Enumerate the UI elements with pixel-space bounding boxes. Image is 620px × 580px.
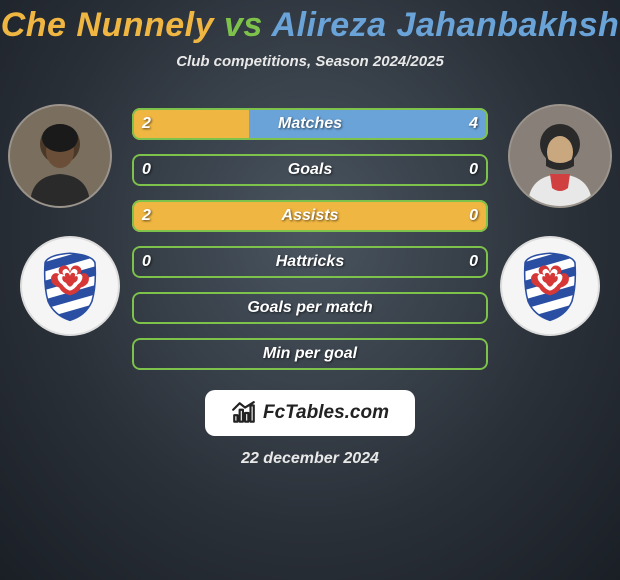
avatar-placeholder-icon — [10, 106, 110, 206]
stat-row: Min per goal — [132, 338, 488, 370]
watermark-badge: FcTables.com — [205, 390, 415, 436]
stat-label: Min per goal — [132, 338, 488, 370]
chart-icon — [231, 400, 257, 426]
date-text: 22 december 2024 — [0, 450, 620, 468]
watermark-text: FcTables.com — [263, 402, 389, 424]
stat-bars: 24Matches 00Goals 20Assists 00Hattricks Goal… — [132, 108, 488, 370]
stat-label: Assists — [132, 200, 488, 232]
subtitle: Club competitions, Season 2024/2025 — [0, 53, 620, 70]
stat-row: 00Hattricks — [132, 246, 488, 278]
player1-club-badge — [20, 236, 120, 336]
title-player2: Alireza Jahanbakhsh — [272, 6, 620, 44]
player2-club-badge — [500, 236, 600, 336]
stat-label: Matches — [132, 108, 488, 140]
stat-row: 20Assists — [132, 200, 488, 232]
stat-label: Hattricks — [132, 246, 488, 278]
title-player1: Che Nunnely — [1, 6, 214, 44]
title-vs: vs — [224, 6, 263, 44]
stat-row: 24Matches — [132, 108, 488, 140]
stat-row: Goals per match — [132, 292, 488, 324]
player1-avatar — [8, 104, 112, 208]
page-title: Che Nunnely vs Alireza Jahanbakhsh — [0, 0, 620, 45]
player2-avatar — [508, 104, 612, 208]
club-crest-icon — [511, 247, 589, 325]
content-root: Che Nunnely vs Alireza Jahanbakhsh Club … — [0, 0, 620, 580]
avatar-placeholder-icon — [510, 106, 610, 206]
stats-area: 24Matches 00Goals 20Assists 00Hattricks Goal… — [0, 108, 620, 468]
stat-row: 00Goals — [132, 154, 488, 186]
stat-label: Goals — [132, 154, 488, 186]
stat-label: Goals per match — [132, 292, 488, 324]
club-crest-icon — [31, 247, 109, 325]
